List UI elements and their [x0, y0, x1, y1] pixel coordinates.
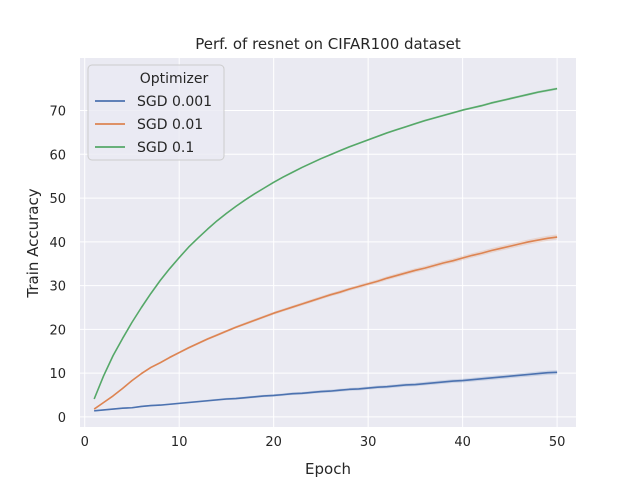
series-line — [93, 87, 558, 400]
y-tick-label: 70 — [49, 105, 66, 120]
series-line — [94, 371, 558, 412]
y-tick-label: 20 — [49, 323, 66, 338]
y-tick-labels: 0 10 20 30 40 50 60 70 — [49, 105, 66, 426]
x-tick-label: 50 — [549, 435, 566, 450]
chart-title: Perf. of resnet on CIFAR100 dataset — [195, 35, 461, 53]
x-tick-label: 40 — [454, 435, 471, 450]
x-tick-labels: 0 10 20 30 40 50 — [81, 435, 566, 450]
x-tick-label: 0 — [81, 435, 89, 450]
y-axis-label: Train Accuracy — [24, 188, 42, 298]
legend-label: SGD 0.1 — [137, 140, 194, 156]
y-tick-label: 60 — [49, 148, 66, 163]
legend-entries: SGD 0.001 SGD 0.01 SGD 0.1 — [95, 94, 212, 156]
legend: Optimizer SGD 0.001 SGD 0.01 SGD 0.1 — [87, 64, 225, 161]
y-tick-label: 50 — [49, 192, 66, 207]
x-tick-label: 20 — [265, 435, 282, 450]
legend-box — [87, 64, 225, 161]
legend-label: SGD 0.001 — [137, 94, 212, 110]
series-line — [93, 236, 558, 410]
legend-title: Optimizer — [140, 71, 209, 87]
y-tick-label: 10 — [49, 367, 66, 382]
y-tick-label: 0 — [58, 411, 66, 426]
x-tick-label: 30 — [360, 435, 377, 450]
x-axis-label: Epoch — [305, 460, 351, 478]
series-lines — [93, 87, 558, 412]
y-tick-label: 40 — [49, 236, 66, 251]
legend-label: SGD 0.01 — [137, 117, 203, 133]
y-tick-label: 30 — [49, 280, 66, 295]
x-tick-label: 10 — [171, 435, 188, 450]
